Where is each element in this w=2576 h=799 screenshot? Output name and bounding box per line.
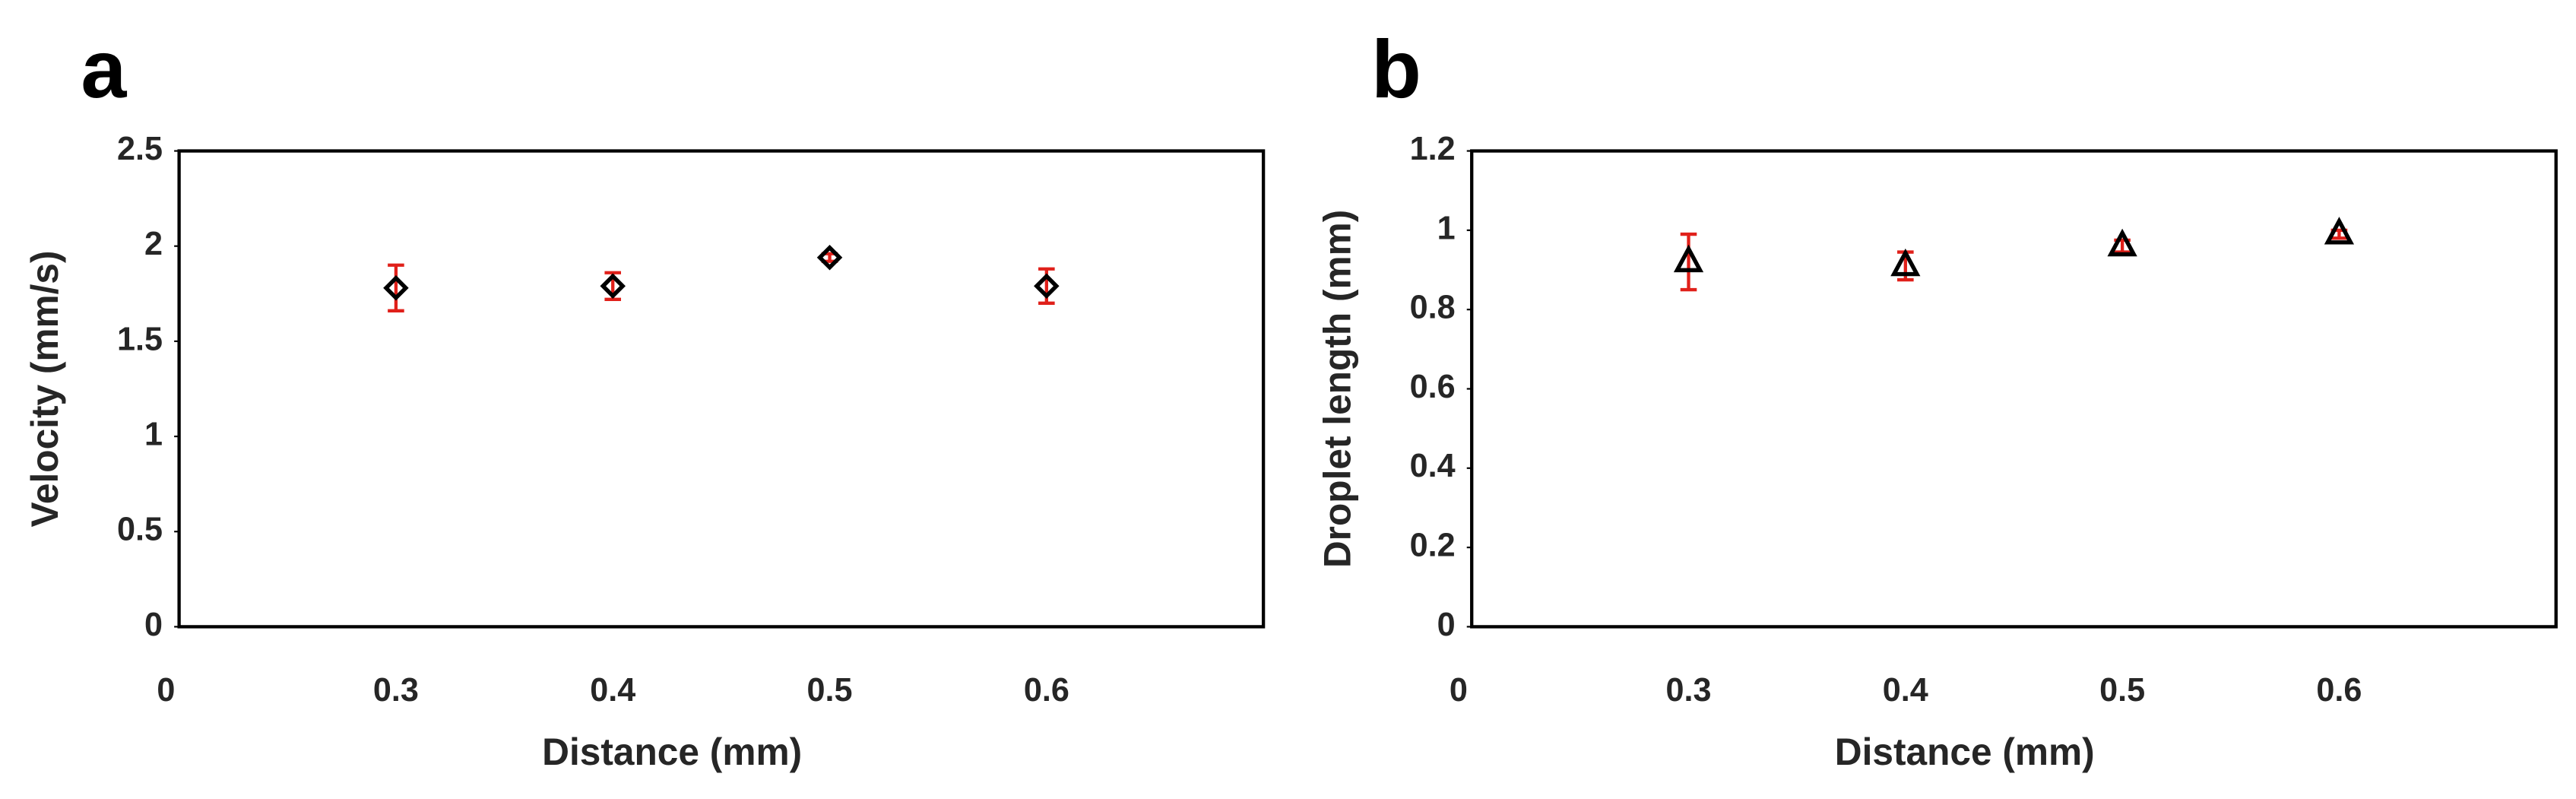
y-tick-label: 0.8 <box>1410 290 1456 326</box>
y-axis-title: Velocity (mm/s) <box>24 250 66 527</box>
data-point <box>383 275 409 301</box>
y-tick-label: 1.5 <box>117 321 163 357</box>
data-point <box>2107 228 2137 257</box>
x-tick-label: 0.6 <box>2316 672 2362 709</box>
data-point <box>2324 217 2355 245</box>
x-axis-title: Distance (mm) <box>542 731 802 773</box>
y-tick-label: 1 <box>144 416 163 452</box>
error-bar <box>388 263 404 312</box>
data-point <box>600 273 626 300</box>
data-point <box>816 244 843 271</box>
x-tick-label: 0.6 <box>1024 672 1069 709</box>
y-tick-label: 0.5 <box>117 512 163 548</box>
y-tick-label: 0 <box>144 607 163 643</box>
y-tick-label: 2.5 <box>117 131 163 167</box>
y-tick-label: 0.2 <box>1410 527 1456 563</box>
data-point <box>1673 244 1704 273</box>
x-tick-label: 0 <box>1450 672 1468 709</box>
data-point <box>1034 273 1060 300</box>
panel-label: a <box>81 23 127 115</box>
x-tick-label: 0.4 <box>1883 672 1928 709</box>
y-tick-label: 0 <box>1437 607 1456 643</box>
data-point <box>1890 248 1921 277</box>
y-tick-label: 1 <box>1437 210 1456 246</box>
plot-frame <box>1470 149 2558 629</box>
x-tick-label: 0 <box>157 672 175 709</box>
panel-label: b <box>1371 23 1421 115</box>
y-tick-label: 0.6 <box>1410 369 1456 405</box>
y-tick-label: 1.2 <box>1410 131 1456 167</box>
y-tick-label: 0.4 <box>1410 448 1456 484</box>
plot-frame <box>177 149 1266 629</box>
x-tick-label: 0.4 <box>590 672 635 709</box>
x-tick-label: 0.3 <box>373 672 419 709</box>
x-tick-label: 0.3 <box>1666 672 1712 709</box>
y-axis-title: Droplet length (mm) <box>1317 210 1359 568</box>
x-axis-title: Distance (mm) <box>1835 731 2095 773</box>
x-tick-label: 0.5 <box>807 672 853 709</box>
error-bar <box>1680 232 1697 292</box>
x-tick-label: 0.5 <box>2099 672 2145 709</box>
y-tick-label: 2 <box>144 226 163 262</box>
